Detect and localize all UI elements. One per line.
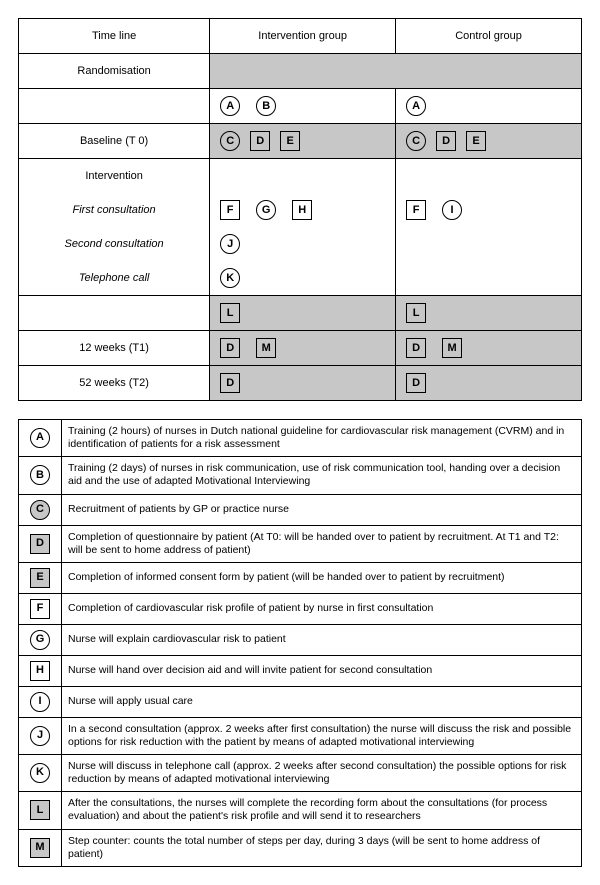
marker-a-icon: A — [406, 96, 426, 116]
row-l-label — [19, 296, 210, 331]
legend-m-text: Step counter: counts the total number of… — [62, 829, 582, 866]
legend-a-icon: A — [30, 428, 50, 448]
marker-c-icon: C — [406, 131, 426, 151]
legend-h-icon: H — [30, 661, 50, 681]
row-baseline-label: Baseline (T 0) — [19, 124, 210, 159]
legend-j-icon: J — [30, 726, 50, 746]
legend-i-text: Nurse will apply usual care — [62, 686, 582, 717]
marker-d-icon: D — [250, 131, 270, 151]
marker-f-icon: F — [406, 200, 426, 220]
marker-g-icon: G — [256, 200, 276, 220]
marker-d-icon: D — [220, 338, 240, 358]
legend-b-icon: B — [30, 465, 50, 485]
row-l-intervention: L — [210, 296, 396, 331]
row-randomisation-control — [396, 54, 582, 89]
marker-m-icon: M — [256, 338, 276, 358]
legend-a-text: Training (2 hours) of nurses in Dutch na… — [62, 420, 582, 457]
row-second-label: Second consultation — [19, 227, 210, 261]
row-t1-label: 12 weeks (T1) — [19, 331, 210, 366]
legend-k-text: Nurse will discuss in telephone call (ap… — [62, 755, 582, 792]
legend-f-text: Completion of cardiovascular risk profil… — [62, 593, 582, 624]
row-second-intervention: J — [210, 227, 396, 261]
row-t2-intervention: D — [210, 366, 396, 401]
legend-k-icon: K — [30, 763, 50, 783]
row-telephone-intervention: K — [210, 261, 396, 296]
marker-k-icon: K — [220, 268, 240, 288]
row-l-control: L — [396, 296, 582, 331]
marker-a-icon: A — [220, 96, 240, 116]
legend-f-icon: F — [30, 599, 50, 619]
row-training-intervention: A B — [210, 89, 396, 124]
header-intervention: Intervention group — [210, 19, 396, 54]
row-randomisation-label: Randomisation — [19, 54, 210, 89]
marker-l-icon: L — [406, 303, 426, 323]
row-telephone-control — [396, 261, 582, 296]
marker-m-icon: M — [442, 338, 462, 358]
legend-m-icon: M — [30, 838, 50, 858]
row-intervention-label: Intervention — [19, 159, 210, 194]
legend-i-icon: I — [30, 692, 50, 712]
marker-i-icon: I — [442, 200, 462, 220]
header-timeline: Time line — [19, 19, 210, 54]
row-intervention-control — [396, 159, 582, 194]
marker-b-icon: B — [256, 96, 276, 116]
marker-d-icon: D — [406, 373, 426, 393]
flow-table: Time line Intervention group Control gro… — [18, 18, 582, 401]
legend-h-text: Nurse will hand over decision aid and wi… — [62, 655, 582, 686]
marker-d-icon: D — [436, 131, 456, 151]
row-first-control: F I — [396, 193, 582, 227]
marker-j-icon: J — [220, 234, 240, 254]
row-randomisation-intervention — [210, 54, 396, 89]
legend-table: A Training (2 hours) of nurses in Dutch n… — [18, 419, 582, 867]
legend-c-text: Recruitment of patients by GP or practic… — [62, 494, 582, 525]
marker-f-icon: F — [220, 200, 240, 220]
legend-l-icon: L — [30, 800, 50, 820]
legend-c-icon: C — [30, 500, 50, 520]
row-baseline-control: C D E — [396, 124, 582, 159]
header-control: Control group — [396, 19, 582, 54]
row-t1-control: D M — [396, 331, 582, 366]
legend-d-icon: D — [30, 534, 50, 554]
marker-d-icon: D — [220, 373, 240, 393]
row-t2-control: D — [396, 366, 582, 401]
legend-g-icon: G — [30, 630, 50, 650]
marker-d-icon: D — [406, 338, 426, 358]
marker-h-icon: H — [292, 200, 312, 220]
row-baseline-intervention: C D E — [210, 124, 396, 159]
row-second-control — [396, 227, 582, 261]
row-first-label: First consultation — [19, 193, 210, 227]
marker-e-icon: E — [280, 131, 300, 151]
legend-j-text: In a second consultation (approx. 2 week… — [62, 717, 582, 754]
row-training-control: A — [396, 89, 582, 124]
legend-e-text: Completion of informed consent form by p… — [62, 562, 582, 593]
marker-c-icon: C — [220, 131, 240, 151]
legend-e-icon: E — [30, 568, 50, 588]
row-t2-label: 52 weeks (T2) — [19, 366, 210, 401]
marker-e-icon: E — [466, 131, 486, 151]
row-training-label — [19, 89, 210, 124]
row-telephone-label: Telephone call — [19, 261, 210, 296]
legend-g-text: Nurse will explain cardiovascular risk t… — [62, 624, 582, 655]
row-intervention-intervention — [210, 159, 396, 194]
legend-d-text: Completion of questionnaire by patient (… — [62, 525, 582, 562]
legend-l-text: After the consultations, the nurses will… — [62, 792, 582, 829]
row-t1-intervention: D M — [210, 331, 396, 366]
row-first-intervention: F G H — [210, 193, 396, 227]
legend-b-text: Training (2 days) of nurses in risk comm… — [62, 457, 582, 494]
marker-l-icon: L — [220, 303, 240, 323]
